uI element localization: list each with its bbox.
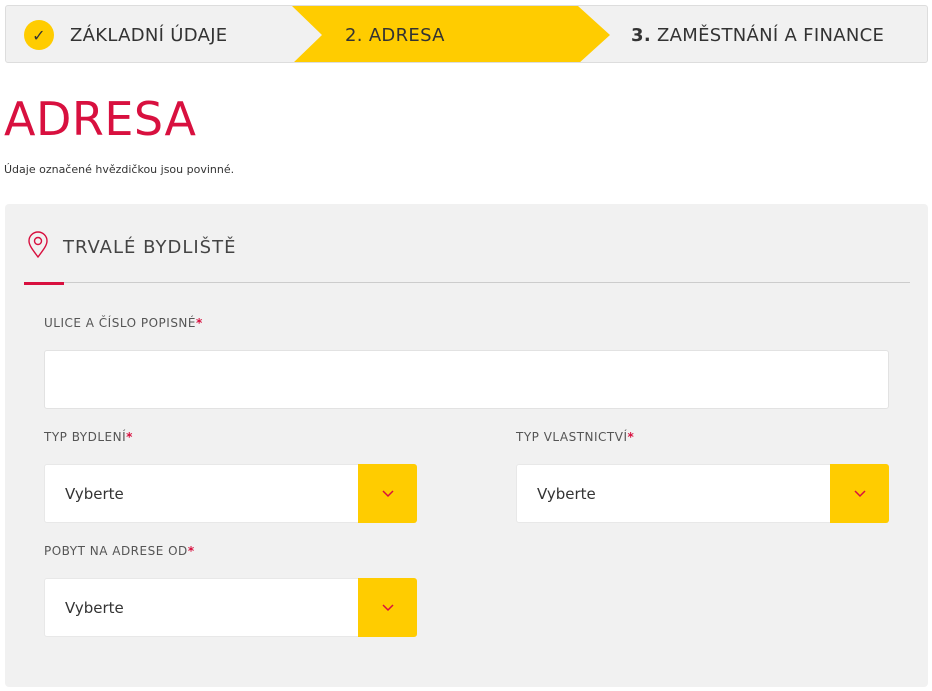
street-input[interactable] [44,350,889,409]
step-number: 2. [345,24,363,46]
housing-type-select[interactable]: Vyberte [44,464,417,523]
step-active-background [292,6,610,62]
chevron-down-icon[interactable] [358,464,417,523]
housing-type-label: TYP BYDLENÍ* [44,430,133,444]
required-note: Údaje označené hvězdičkou jsou povinné. [4,163,235,176]
check-icon: ✓ [24,20,54,50]
page-title: ADRESA [4,92,197,146]
step-address[interactable]: 2. ADRESA [345,6,445,62]
step-employment[interactable]: 3. ZAMĚSTNÁNÍ A FINANCE [631,6,885,62]
chevron-down-icon[interactable] [358,578,417,637]
ownership-type-select[interactable]: Vyberte [516,464,889,523]
location-pin-icon [28,231,48,259]
step-label: ZÁKLADNÍ ÚDAJE [70,24,228,46]
residence-since-select[interactable]: Vyberte [44,578,417,637]
step-number: 3. [631,24,651,46]
ownership-type-label: TYP VLASTNICTVÍ* [516,430,635,444]
section-divider-accent [24,282,64,285]
chevron-down-icon[interactable] [830,464,889,523]
section-title: TRVALÉ BYDLIŠTĚ [63,237,237,258]
step-label: ADRESA [368,24,445,46]
section-divider [24,282,910,283]
residence-since-label: POBYT NA ADRESE OD* [44,544,195,558]
step-basic-info[interactable]: ✓ ZÁKLADNÍ ÚDAJE [24,6,228,62]
street-label: ULICE A ČÍSLO POPISNÉ* [44,316,203,330]
permanent-address-panel: TRVALÉ BYDLIŠTĚ ULICE A ČÍSLO POPISNÉ* T… [5,204,928,687]
step-label: ZAMĚSTNÁNÍ A FINANCE [657,24,885,46]
progress-stepper: ✓ ZÁKLADNÍ ÚDAJE 2. ADRESA 3. ZAMĚSTNÁNÍ… [5,5,928,63]
